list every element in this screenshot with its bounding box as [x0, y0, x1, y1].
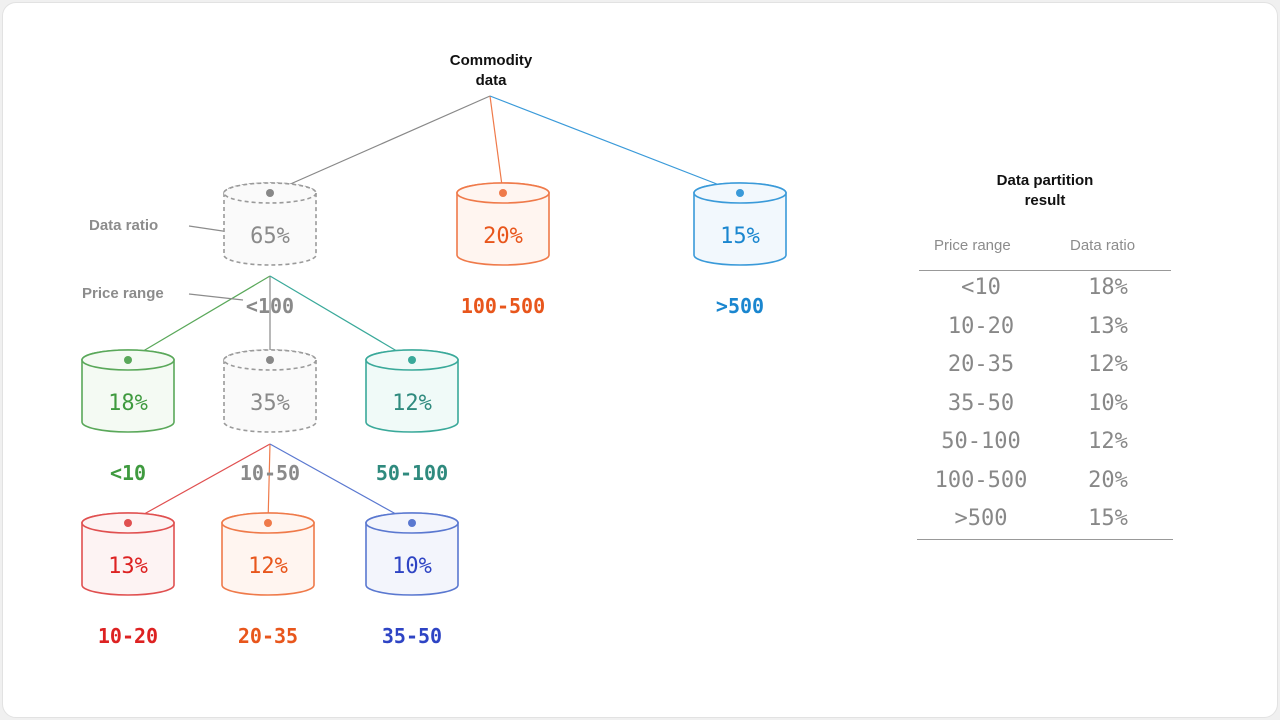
l3-node-1-percent: 12%: [248, 554, 288, 579]
l3-node-0-percent: 13%: [108, 554, 148, 579]
l2-node-1-percent: 35%: [250, 391, 290, 416]
l2-node-0-range: <10: [110, 461, 146, 485]
result-title-line1: Data partition: [996, 172, 1094, 189]
l2-node-2-range: 50-100: [376, 461, 448, 485]
root-label-line2: data: [475, 72, 507, 89]
l2-node-0-dot: [124, 356, 132, 364]
price-range-annotation: Price range: [82, 285, 164, 302]
l3-node-1-dot: [264, 519, 272, 527]
result-title: Data partition result: [965, 171, 1125, 211]
l2-node-1-body: [223, 349, 317, 433]
table-cell-ratio: 12%: [1088, 429, 1128, 454]
table-cell-ratio: 20%: [1088, 467, 1128, 493]
l2-node-2-dot: [408, 356, 416, 364]
l3-node-2-dot: [408, 519, 416, 527]
table-bottom-rule: [917, 539, 1173, 540]
data-ratio-annotation: Data ratio: [89, 217, 159, 234]
table-cell-ratio: 10%: [1088, 390, 1128, 416]
l3-node-2-range: 35-50: [382, 624, 442, 648]
l2-node-1-range: 10-50: [240, 461, 300, 485]
table-cell-range: 50-100: [941, 429, 1021, 454]
l1-node-0-body: [223, 182, 317, 266]
l3-node-2-percent: 10%: [392, 554, 432, 579]
connector-l2-2: [269, 443, 413, 524]
l1-node-2-range: >500: [716, 294, 764, 318]
table-cell-range: 35-50: [947, 390, 1015, 416]
l2-node-2-percent: 12%: [392, 391, 432, 416]
table-cell-ratio: 18%: [1088, 275, 1128, 300]
connector-root-1: [489, 95, 504, 194]
l3-node-1-range: 20-35: [238, 624, 298, 648]
table-cell-range: 10-20: [947, 313, 1015, 339]
l1-node-0-dot: [266, 189, 274, 197]
connector-l2-1: [267, 443, 271, 524]
connector-root-0: [269, 95, 491, 194]
table-cell-range: 100-500: [934, 467, 1028, 493]
l2-node-1-dot: [266, 356, 274, 364]
l1-node-2-percent: 15%: [720, 224, 760, 249]
result-title-line2: result: [1024, 192, 1066, 209]
l1-node-2-dot: [736, 189, 744, 197]
connector-l1-2: [269, 275, 413, 361]
table-cell-ratio: 15%: [1088, 506, 1128, 531]
table-cell-range: 20-35: [947, 352, 1015, 377]
l3-node-0-range: 10-20: [98, 624, 158, 648]
table-cell-ratio: 13%: [1088, 313, 1128, 339]
l1-node-0-range: <100: [246, 294, 294, 318]
partition-tree: 65% <100 20% 100-500 15% >500 18% <10 35% 10-50 12…: [81, 95, 787, 648]
root-label-line1: Commodity: [449, 52, 533, 69]
table-top-rule: [919, 270, 1171, 271]
l1-node-1-percent: 20%: [483, 224, 523, 249]
l1-node-0-percent: 65%: [250, 224, 290, 249]
table-cell-range: <10: [961, 275, 1001, 300]
price-leader-line: [188, 293, 244, 301]
table-header-price-range: Price range: [934, 237, 1011, 254]
table-header-data-ratio: Data ratio: [1070, 237, 1136, 254]
root-node-label: Commodity data: [431, 51, 551, 91]
l2-node-0-percent: 18%: [108, 391, 148, 416]
connector-l2-0: [127, 443, 271, 524]
table-cell-range: >500: [954, 506, 1008, 531]
l1-node-1-range: 100-500: [461, 294, 545, 318]
l1-node-1-dot: [499, 189, 507, 197]
connector-root-2: [489, 95, 741, 194]
connector-l1-0: [127, 275, 271, 361]
l3-node-0-dot: [124, 519, 132, 527]
table-cell-ratio: 12%: [1088, 352, 1128, 377]
